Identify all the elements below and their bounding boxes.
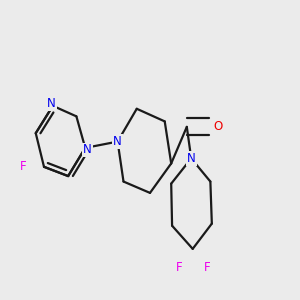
Text: N: N <box>187 152 196 165</box>
Text: F: F <box>176 261 182 274</box>
Text: O: O <box>213 120 222 134</box>
Text: F: F <box>20 160 26 173</box>
Text: N: N <box>47 97 56 110</box>
Text: N: N <box>83 143 92 157</box>
Text: N: N <box>113 135 122 148</box>
Text: F: F <box>204 261 211 274</box>
